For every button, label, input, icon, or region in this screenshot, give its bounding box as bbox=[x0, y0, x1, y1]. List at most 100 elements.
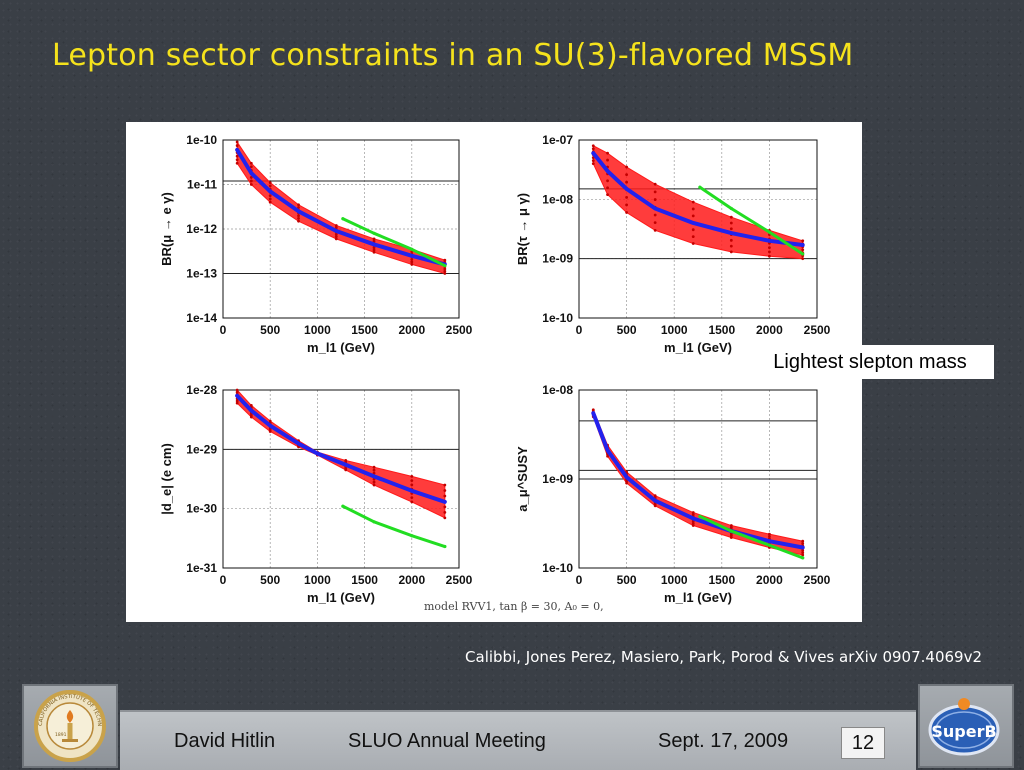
y-tick-label: 1e-10 bbox=[186, 133, 217, 147]
scan-point bbox=[801, 542, 805, 545]
scan-point bbox=[691, 242, 695, 245]
scan-point bbox=[729, 250, 733, 254]
caltech-seal-year: 1891 bbox=[55, 732, 67, 738]
scan-point bbox=[625, 173, 628, 177]
scan-point bbox=[591, 162, 595, 166]
scan-point bbox=[235, 401, 239, 405]
scan-point bbox=[249, 413, 253, 417]
x-tick-label: 2000 bbox=[398, 573, 425, 587]
scan-point bbox=[410, 260, 414, 264]
scan-point bbox=[729, 227, 733, 231]
series-green-line bbox=[341, 504, 447, 549]
callout-label: Lightest slepton mass bbox=[746, 345, 994, 379]
series-green-point bbox=[443, 544, 447, 549]
scan-point bbox=[653, 182, 657, 186]
series-blue-point bbox=[268, 424, 272, 428]
y-tick-label: 1e-28 bbox=[186, 383, 217, 397]
scan-point bbox=[344, 459, 348, 462]
y-tick-label: 1e-13 bbox=[186, 267, 217, 281]
scan-point bbox=[691, 524, 695, 527]
scan-point bbox=[249, 183, 253, 186]
scan-point bbox=[606, 158, 609, 162]
scan-point bbox=[410, 257, 414, 261]
series-blue-point bbox=[801, 545, 805, 550]
scan-point bbox=[443, 489, 447, 492]
scan-point bbox=[297, 203, 300, 207]
scan-point bbox=[443, 269, 447, 273]
series-blue-point bbox=[653, 499, 657, 503]
series-blue-point bbox=[249, 171, 253, 175]
series-blue-point bbox=[443, 500, 447, 504]
superb-logo-icon: SuperB bbox=[928, 698, 1000, 756]
scan-point bbox=[372, 239, 376, 243]
series-blue-point bbox=[767, 539, 772, 543]
scan-point bbox=[691, 235, 695, 239]
x-tick-label: 2500 bbox=[446, 573, 473, 587]
scan-point bbox=[443, 516, 447, 520]
series-blue-point bbox=[344, 463, 348, 467]
scan-point bbox=[443, 272, 447, 275]
caltech-logo-frame: CALIFORNIA INSTITUTE OF TECHNOLOGY 1891 bbox=[21, 682, 118, 768]
series-blue-line bbox=[591, 411, 805, 550]
scan-point bbox=[606, 193, 609, 197]
scan-point bbox=[372, 250, 376, 254]
scan-point bbox=[591, 159, 595, 163]
series-green-point bbox=[767, 230, 772, 234]
series-blue-point bbox=[268, 189, 272, 193]
series-blue-point bbox=[410, 489, 414, 493]
x-tick-label: 1000 bbox=[661, 323, 688, 337]
scan-point bbox=[768, 532, 771, 536]
scan-point bbox=[443, 494, 447, 498]
series-blue-point bbox=[801, 243, 805, 247]
y-tick-label: 1e-08 bbox=[542, 383, 573, 397]
scan-point bbox=[443, 510, 447, 514]
scan-point bbox=[691, 511, 695, 514]
scan-point bbox=[691, 214, 695, 218]
series-blue-point bbox=[591, 411, 595, 415]
series-scan-band bbox=[236, 388, 446, 519]
footer-author: David Hitlin bbox=[174, 730, 276, 752]
scan-point bbox=[249, 161, 253, 165]
scan-point bbox=[268, 419, 272, 423]
scan-point bbox=[334, 237, 338, 241]
scan-point bbox=[249, 176, 253, 179]
scan-point bbox=[729, 526, 733, 529]
x-axis-label: m_l1 (GeV) bbox=[307, 340, 375, 355]
x-tick-label: 0 bbox=[220, 323, 227, 337]
series-blue-point bbox=[315, 451, 319, 456]
scan-point bbox=[372, 471, 376, 475]
page-number: 12 bbox=[841, 727, 885, 759]
series-green-point bbox=[729, 529, 733, 533]
scan-point bbox=[410, 500, 414, 504]
scan-point bbox=[653, 190, 657, 194]
scan-point bbox=[297, 214, 300, 218]
scan-point bbox=[729, 534, 733, 537]
slide-title: Lepton sector constraints in an SU(3)-fl… bbox=[52, 38, 854, 73]
series-blue-point bbox=[625, 187, 629, 191]
scan-point bbox=[729, 238, 733, 242]
y-tick-label: 1e-09 bbox=[542, 252, 573, 266]
scan-point bbox=[235, 388, 239, 392]
series-blue-point bbox=[410, 254, 414, 258]
scan-point bbox=[801, 548, 805, 552]
x-tick-label: 1000 bbox=[304, 573, 331, 587]
scan-point bbox=[297, 217, 300, 220]
scan-point bbox=[768, 250, 771, 254]
scan-point bbox=[443, 483, 447, 487]
scan-point bbox=[591, 144, 595, 148]
scan-point bbox=[410, 496, 414, 500]
scan-point bbox=[801, 257, 805, 261]
y-tick-label: 1e-09 bbox=[542, 472, 573, 486]
x-axis-label: m_l1 (GeV) bbox=[664, 590, 732, 605]
plot-edm-electron: 1e-31 1e-30 1e-29 1e-28 0 500 1000 1500 2000 2500… bbox=[159, 383, 473, 605]
scan-point bbox=[653, 494, 657, 498]
scan-point bbox=[768, 534, 771, 538]
superb-logo-frame: SuperB bbox=[918, 684, 1014, 768]
scan-point bbox=[606, 179, 609, 183]
figure-panel: 1e-14 1e-13 1e-12 1e-11 1e-10 0 500 1000 1500 200… bbox=[126, 122, 862, 622]
x-tick-label: 2500 bbox=[804, 323, 831, 337]
scan-point bbox=[801, 553, 805, 557]
series-green-point bbox=[410, 534, 414, 538]
citation: Calibbi, Jones Perez, Masiero, Park, Por… bbox=[465, 648, 982, 666]
scan-point bbox=[606, 151, 609, 155]
